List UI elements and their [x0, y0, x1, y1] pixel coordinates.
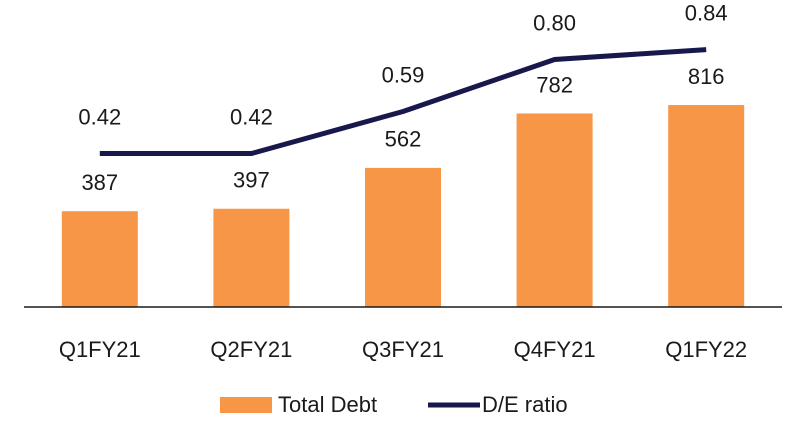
- data-label: 0.80: [533, 10, 576, 35]
- data-label: 782: [536, 72, 573, 97]
- data-label: 0.42: [230, 104, 273, 129]
- data-label: 397: [233, 168, 270, 193]
- data-label: 816: [688, 64, 725, 89]
- legend-label: D/E ratio: [482, 392, 568, 417]
- data-label: 0.59: [382, 62, 425, 87]
- x-tick-label: Q4FY21: [514, 337, 596, 362]
- bar: [213, 208, 290, 307]
- bar: [365, 167, 441, 307]
- data-label: 562: [385, 127, 422, 152]
- x-tick-label: Q3FY21: [362, 337, 444, 362]
- line: [99, 47, 707, 157]
- bar: [61, 211, 138, 307]
- legend-swatch: [220, 397, 272, 413]
- legend-label: Total Debt: [278, 392, 377, 417]
- bar: [668, 105, 745, 307]
- data-label: 0.42: [78, 104, 121, 129]
- x-tick-label: Q2FY21: [210, 337, 292, 362]
- bar: [516, 113, 593, 307]
- x-tick-label: Q1FY22: [665, 337, 747, 362]
- data-label: 0.84: [685, 0, 728, 25]
- data-label: 387: [81, 170, 118, 195]
- x-tick-label: Q1FY21: [59, 337, 141, 362]
